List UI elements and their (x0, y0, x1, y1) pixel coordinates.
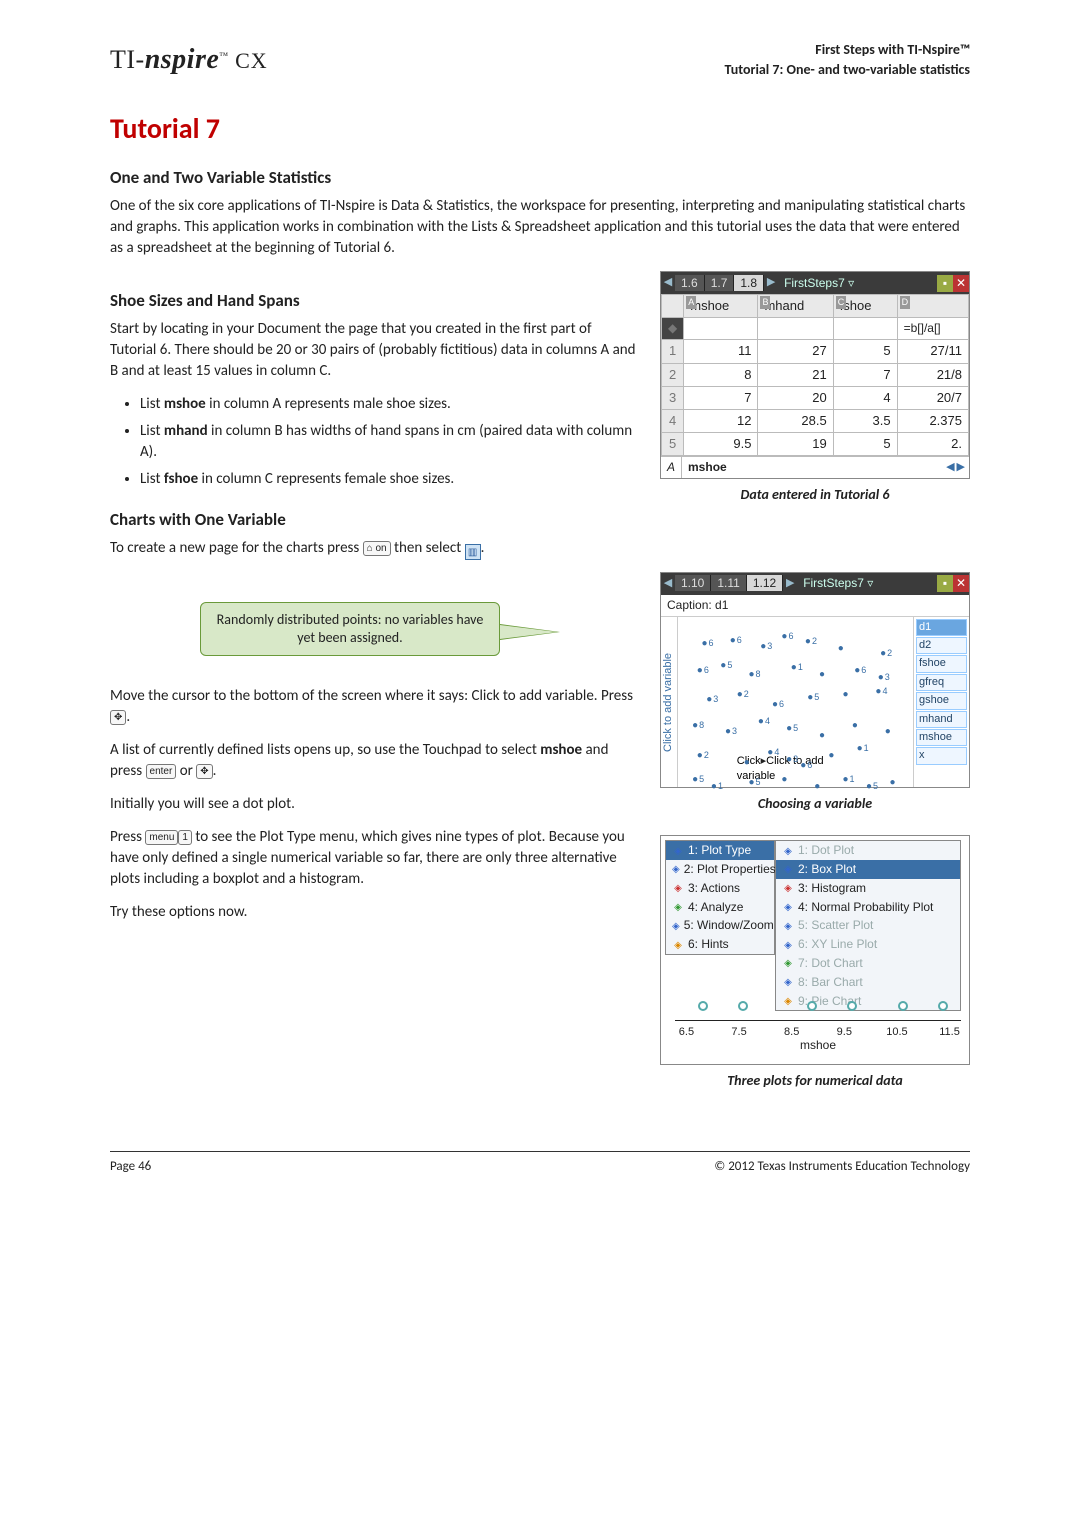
legend-item[interactable]: x (916, 747, 967, 764)
ti-nspire-logo: TI-nspire™ CX (110, 40, 268, 79)
key-menu: menu (145, 830, 178, 845)
ss2-captionbar: Caption: d1 (661, 595, 969, 617)
menu-item[interactable]: ◈1: Plot Type (666, 841, 774, 860)
page-tab[interactable]: 1.11 (711, 575, 746, 591)
scroll-left-icon[interactable]: ◀ (946, 460, 954, 475)
variable-legend[interactable]: d1d2fshoe gfreqgshoe mhandmshoex (913, 617, 969, 787)
page-tab[interactable]: 1.12 (747, 575, 783, 591)
nav-next-icon[interactable]: ▶ (764, 275, 778, 290)
footer-page: Page 46 (110, 1158, 151, 1176)
legend-item[interactable]: gfreq (916, 674, 967, 691)
screenshot-menu: ◈1: Plot Type◈2: Plot Properties◈3: Acti… (660, 835, 970, 1065)
menu-item[interactable]: ◈4: Analyze (666, 898, 774, 917)
legend-item[interactable]: mshoe (916, 729, 967, 746)
key-enter: enter (146, 764, 177, 779)
menu-item[interactable]: ◈5: Scatter Plot (776, 916, 960, 935)
callout: Randomly distributed points: no variable… (200, 602, 500, 656)
menu-item[interactable]: ◈2: Box Plot (776, 860, 960, 879)
ss2-caption: Choosing a variable (660, 794, 970, 814)
key-one: 1 (178, 830, 192, 845)
key-ctrl-on: ⌂ on (363, 541, 391, 556)
menu-item[interactable]: ◈5: Window/Zoom (666, 916, 774, 935)
header-right: First Steps with TI-Nspire™ Tutorial 7: … (725, 40, 971, 79)
dotplot-axis: mshoe 6.57.58.59.510.511.5 (675, 1020, 961, 1050)
charts-para2: Move the cursor to the bottom of the scr… (110, 686, 640, 728)
minimize-icon-2[interactable]: ▪ (937, 575, 953, 592)
ss1-caption: Data entered in Tutorial 6 (660, 485, 970, 505)
section-charts-title: Charts with One Variable (110, 508, 640, 532)
ss3-caption: Three plots for numerical data (660, 1071, 970, 1091)
menu-item[interactable]: ◈7: Dot Chart (776, 954, 960, 973)
menu-item[interactable]: ◈3: Histogram (776, 879, 960, 898)
ss1-doc-title: FirstSteps7 ▿ (778, 275, 937, 292)
close-icon-2[interactable]: ✕ (953, 575, 969, 592)
close-icon[interactable]: ✕ (953, 275, 969, 292)
callout-text: Randomly distributed points: no variable… (200, 602, 500, 656)
plot-menu-left[interactable]: ◈1: Plot Type◈2: Plot Properties◈3: Acti… (665, 840, 775, 955)
nav-prev-icon[interactable]: ◀ (661, 275, 675, 290)
charts-para6: Try these options now. (110, 902, 640, 923)
axis-label: mshoe (800, 1037, 836, 1054)
legend-item[interactable]: fshoe (916, 655, 967, 672)
scatter-plot-area: Click▸Click to add variable 663622658163… (677, 617, 913, 787)
plot-menu-right[interactable]: ◈1: Dot Plot◈2: Box Plot◈3: Histogram◈4:… (775, 840, 961, 1011)
bullet-item: List mshoe in column A represents male s… (140, 394, 640, 415)
ss1-footer-cell: A (661, 457, 682, 478)
menu-item[interactable]: ◈2: Plot Properties (666, 860, 774, 879)
menu-item[interactable]: ◈1: Dot Plot (776, 841, 960, 860)
menu-item[interactable]: ◈6: Hints (666, 935, 774, 954)
minimize-icon[interactable]: ▪ (937, 275, 953, 292)
screenshot-spreadsheet: ◀ 1.61.71.8 ▶ FirstSteps7 ▿ ▪ ✕ AmshoeBm… (660, 271, 970, 479)
legend-item[interactable]: d2 (916, 637, 967, 654)
ss2-titlebar: ◀ 1.101.111.12 ▶ FirstSteps7 ▿ ▪ ✕ (661, 573, 969, 595)
page-footer: Page 46 © 2012 Texas Instruments Educati… (110, 1151, 970, 1176)
menu-item[interactable]: ◈6: XY Line Plot (776, 935, 960, 954)
menu-item[interactable]: ◈3: Actions (666, 879, 774, 898)
bullet-list: List mshoe in column A represents male s… (140, 394, 640, 490)
menu-item[interactable]: ◈4: Normal Probability Plot (776, 898, 960, 917)
legend-item[interactable]: d1 (916, 619, 967, 636)
section-shoe-para: Start by locating in your Document the p… (110, 319, 640, 382)
stats-app-icon: ▥ (465, 544, 481, 560)
charts-line1: To create a new page for the charts pres… (110, 538, 640, 560)
bullet-item: List mhand in column B has widths of han… (140, 421, 640, 463)
nav-next-icon-2[interactable]: ▶ (783, 576, 797, 591)
header-line2: Tutorial 7: One- and two-variable statis… (725, 60, 971, 80)
bullet-item: List fshoe in column C represents female… (140, 469, 640, 490)
footer-copyright: © 2012 Texas Instruments Education Techn… (714, 1158, 970, 1176)
key-click: ✥ (110, 710, 126, 725)
section-shoe-title: Shoe Sizes and Hand Spans (110, 289, 640, 313)
page-tab[interactable]: 1.7 (705, 275, 735, 291)
charts-para4: Initially you will see a dot plot. (110, 794, 640, 815)
intro-paragraph: One of the six core applications of TI-N… (110, 196, 970, 259)
ss1-titlebar: ◀ 1.61.71.8 ▶ FirstSteps7 ▿ ▪ ✕ (661, 272, 969, 294)
screenshot-scatter: ◀ 1.101.111.12 ▶ FirstSteps7 ▿ ▪ ✕ Capti… (660, 572, 970, 788)
scroll-right-icon[interactable]: ▶ (957, 460, 965, 475)
page-tab[interactable]: 1.10 (675, 575, 711, 591)
ss2-ylabel[interactable]: Click to add variable (661, 617, 677, 787)
spreadsheet-grid: AmshoeBmhandCfshoeD ◆=b[]/a[] 11127527/1… (661, 294, 969, 456)
tutorial-title: Tutorial 7 (110, 109, 970, 148)
menu-item[interactable]: ◈8: Bar Chart (776, 973, 960, 992)
page-tab[interactable]: 1.6 (675, 275, 705, 291)
page-header: TI-nspire™ CX First Steps with TI-Nspire… (110, 40, 970, 79)
charts-para5: Press menu1 to see the Plot Type menu, w… (110, 827, 640, 890)
ss2-doc-title: FirstSteps7 ▿ (797, 575, 937, 592)
page-tab[interactable]: 1.8 (734, 275, 764, 291)
subtitle: One and Two Variable Statistics (110, 166, 970, 190)
nav-prev-icon-2[interactable]: ◀ (661, 576, 675, 591)
ss1-footer-text: mshoe (682, 457, 942, 478)
key-click2: ✥ (196, 764, 212, 779)
menu-item[interactable]: ◈9: Pie Chart (776, 992, 960, 1011)
legend-item[interactable]: gshoe (916, 692, 967, 709)
ss1-footer: A mshoe ◀▶ (661, 456, 969, 478)
header-line1: First Steps with TI-Nspire™ (725, 40, 971, 60)
legend-item[interactable]: mhand (916, 711, 967, 728)
charts-para3: A list of currently defined lists opens … (110, 740, 640, 782)
